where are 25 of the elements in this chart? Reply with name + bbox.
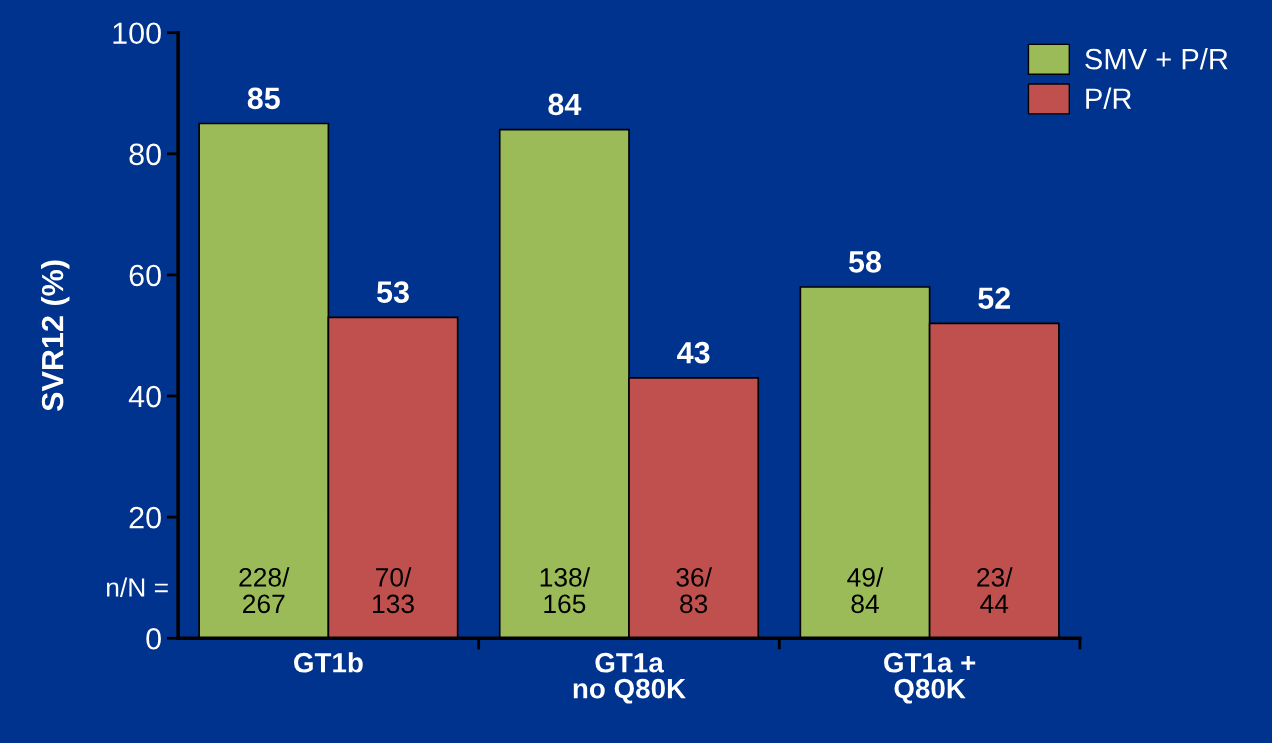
annotation: 49/ 84 [847,567,884,614]
data-label: 58 [848,251,882,273]
y-tick-label: 40 [128,385,161,408]
x-tick-label: GT1a + Q80K [884,652,976,704]
y-axis-title: SVR12 (%) [40,260,70,411]
annotation: 228/ 267 [239,567,290,614]
x-tick-label: GT1a no Q80K [573,652,686,704]
text: n/N = [107,577,168,597]
y-tick-label: 20 [129,506,161,529]
y-tick-label: 100 [113,22,161,45]
legend-label: SMV + P/R [1085,48,1228,70]
annotation: 23/ 44 [977,567,1013,613]
data-label: 43 [677,341,710,364]
data-label: 84 [548,93,582,116]
data-label: 52 [978,287,1011,309]
y-tick-label: 80 [129,143,161,166]
y-tick-label: 60 [129,264,161,287]
annotation: 36/ 83 [676,567,712,614]
data-label: 53 [376,281,409,303]
y-tick-label: 0 [146,627,161,650]
legend-label: P/R [1086,87,1132,110]
data-label: 85 [247,87,280,110]
annotation: 70/ 133 [373,567,414,614]
x-tick-label: GT1b [294,652,363,673]
annotation: 138/ 165 [540,567,591,614]
